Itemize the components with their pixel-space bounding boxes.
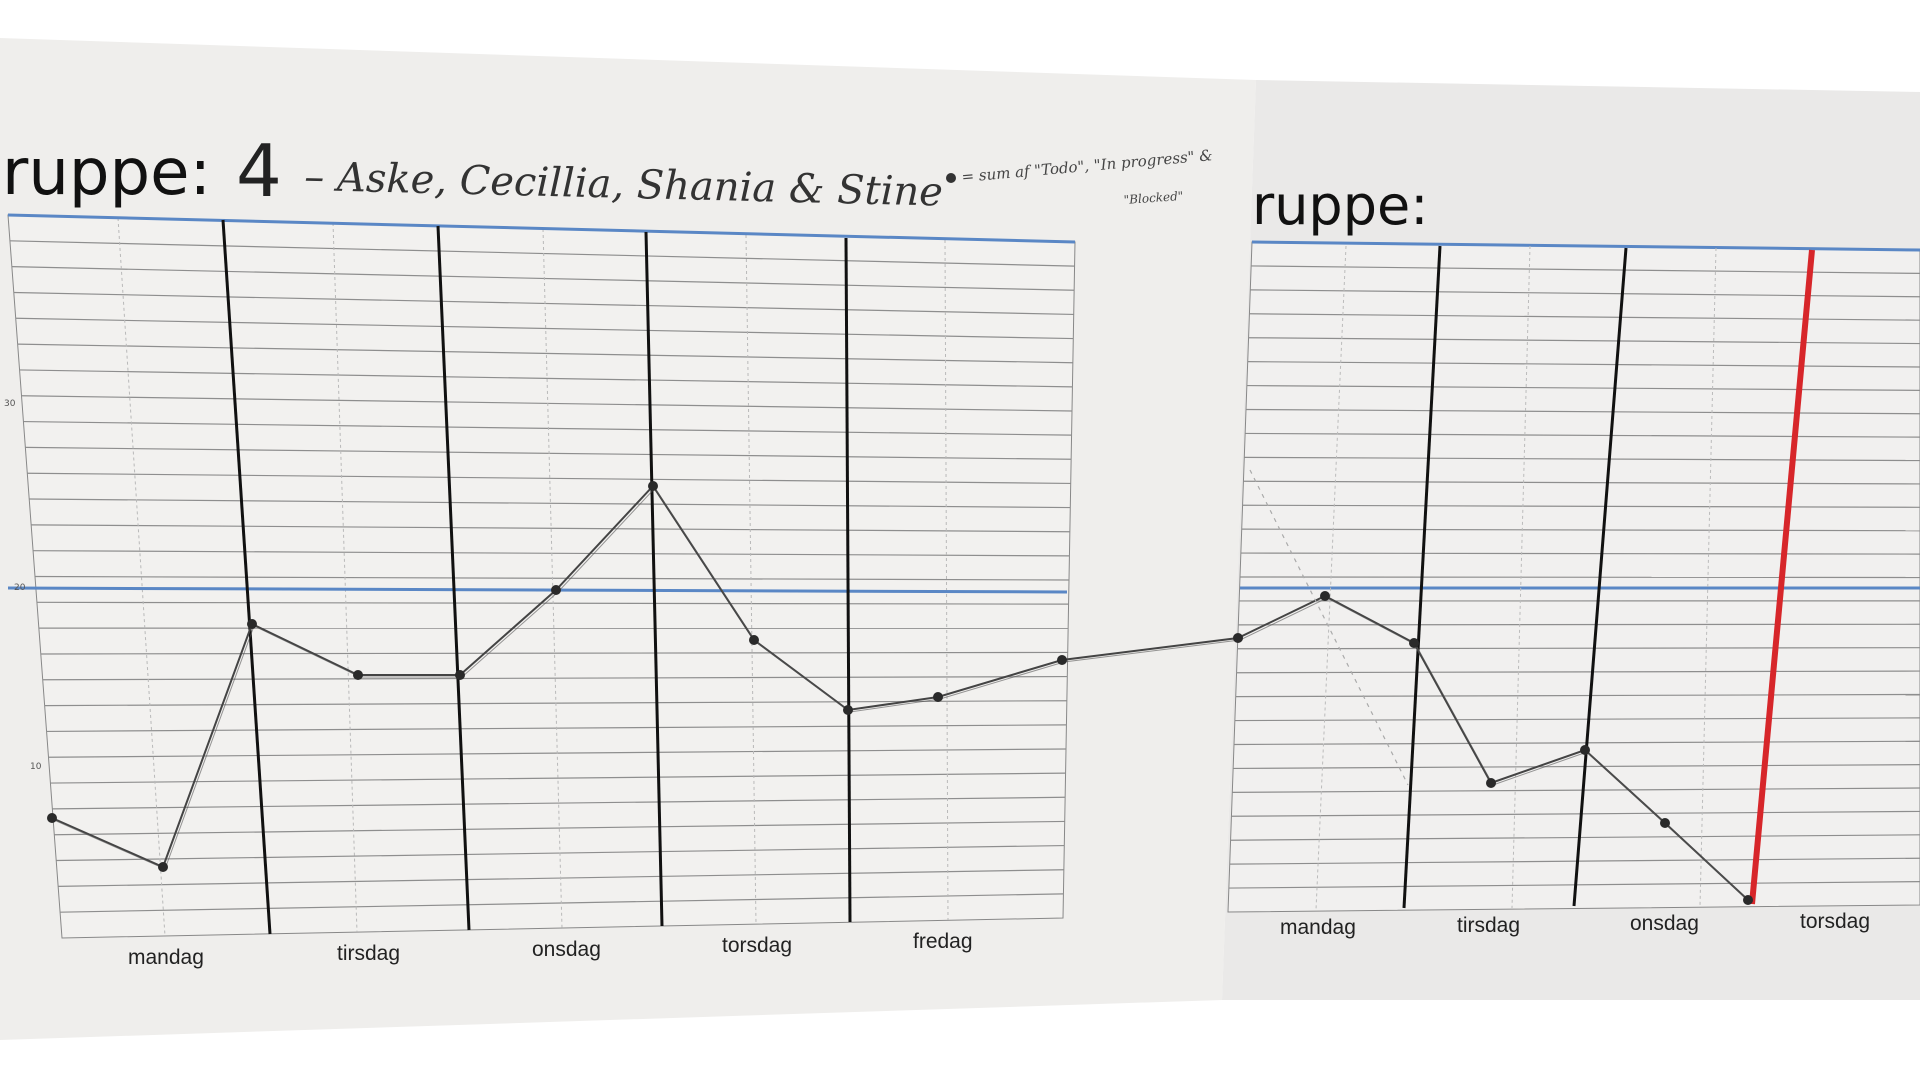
group-number: 4: [236, 129, 282, 213]
right-day-mandag: mandag: [1280, 916, 1356, 939]
right-grid-hline: [1233, 740, 1920, 746]
right-grid-hline: [1239, 576, 1920, 579]
right-grid-hline: [1247, 361, 1920, 368]
left-grid-hline: [15, 317, 1074, 340]
right-grid-hline: [1246, 384, 1920, 391]
trend-point-9: [933, 692, 943, 702]
left-grid-hline: [42, 675, 1068, 681]
right-grid-hline: [1242, 504, 1920, 508]
trend-point-12: [1320, 591, 1330, 601]
left-grid-vminor: [944, 239, 949, 921]
left-grid-hline: [9, 240, 1075, 267]
trend-point-2: [247, 619, 257, 629]
right-day-torsdag: torsdag: [1800, 910, 1870, 933]
left-grid-hline: [40, 651, 1068, 655]
left-grid-hline: [21, 395, 1073, 412]
left-day-fredag: fredag: [913, 930, 973, 953]
trend-point-3: [353, 670, 363, 680]
left-chart-grid: [7, 213, 1076, 939]
left-grid-hline: [29, 498, 1071, 509]
deadline-red-line: [1749, 249, 1815, 905]
left-day-mandag: mandag: [128, 946, 204, 969]
right-grid-hline: [1233, 764, 1920, 770]
trend-point-8: [843, 705, 853, 715]
left-title-prefix: ruppe:: [2, 136, 211, 210]
right-day-onsdag: onsdag: [1630, 912, 1699, 935]
right-grid-hline: [1248, 337, 1920, 345]
right-grid-hline: [1231, 810, 1920, 817]
left-grid-hline: [54, 820, 1065, 836]
right-grid-hline: [1230, 834, 1920, 841]
trend-point-10: [1057, 655, 1067, 665]
left-grid-vminor: [542, 228, 563, 929]
trend-point-17: [1743, 895, 1753, 905]
trend-point-16: [1660, 818, 1670, 828]
right-title-prefix: ruppe:: [1252, 174, 1428, 237]
day-divider-1: [221, 219, 272, 935]
right-grid-hline: [1240, 552, 1920, 555]
y-tick-10: 10: [30, 762, 42, 772]
trend-point-1: [158, 862, 168, 872]
trend-point-5: [551, 585, 561, 595]
left-grid-hline: [50, 772, 1066, 784]
right-grid-hline: [1229, 857, 1920, 865]
left-20-reference-line: [7, 586, 1068, 594]
right-grid-hline: [1243, 480, 1920, 485]
trend-point-6: [648, 481, 658, 491]
right-grid-hline: [1238, 623, 1920, 626]
day-divider-2: [436, 225, 471, 931]
left-day-torsdag: torsdag: [722, 934, 792, 957]
left-grid-vminor: [745, 234, 757, 925]
right-top-axis-line: [1251, 240, 1920, 252]
left-grid-hline: [11, 266, 1075, 291]
y-tick-20: 20: [14, 583, 26, 593]
left-grid-hline: [25, 446, 1072, 460]
left-grid-hline: [33, 550, 1070, 557]
right-grid-hline: [1232, 787, 1920, 793]
legend-dot: [946, 173, 956, 183]
left-top-axis-line: [7, 213, 1076, 244]
left-grid-vminor: [332, 222, 358, 933]
left-grid-hline: [52, 796, 1066, 810]
left-grid-hline: [13, 291, 1074, 316]
left-grid-hline: [31, 524, 1070, 533]
right-chart-grid: [1227, 240, 1920, 913]
left-grid-hline: [19, 369, 1073, 388]
right-grid-hline: [1241, 528, 1920, 532]
day-divider-3: [644, 231, 664, 927]
trend-point-7: [749, 635, 759, 645]
left-grid-hline: [23, 420, 1072, 436]
trend-point-13: [1409, 638, 1419, 648]
right-day-tirsdag: tirsdag: [1457, 914, 1520, 937]
trend-point-0: [47, 813, 57, 823]
day-divider-4: [844, 237, 852, 923]
trend-point-15: [1580, 745, 1590, 755]
trend-point-4: [455, 670, 465, 680]
right-grid-hline: [1237, 647, 1920, 650]
trend-point-11: [1233, 633, 1243, 643]
right-day-divider-1: [1402, 245, 1442, 909]
right-day-divider-2: [1572, 247, 1628, 907]
right-grid-hline: [1245, 408, 1920, 415]
right-grid-hline: [1245, 432, 1920, 438]
left-day-tirsdag: tirsdag: [337, 942, 400, 965]
trend-point-14: [1486, 778, 1496, 788]
left-day-onsdag: onsdag: [532, 938, 601, 961]
left-grid-hline: [27, 472, 1071, 485]
right-grid-hline: [1234, 717, 1920, 722]
y-tick-30: 30: [4, 399, 16, 409]
left-grid-hline: [17, 343, 1073, 364]
right-grid-hline: [1244, 456, 1920, 462]
right-grid-hline: [1236, 670, 1920, 674]
right-grid-hline: [1235, 693, 1920, 698]
legend-line-2: "Blocked": [1123, 189, 1184, 207]
burndown-trend-line: [47, 481, 1753, 905]
